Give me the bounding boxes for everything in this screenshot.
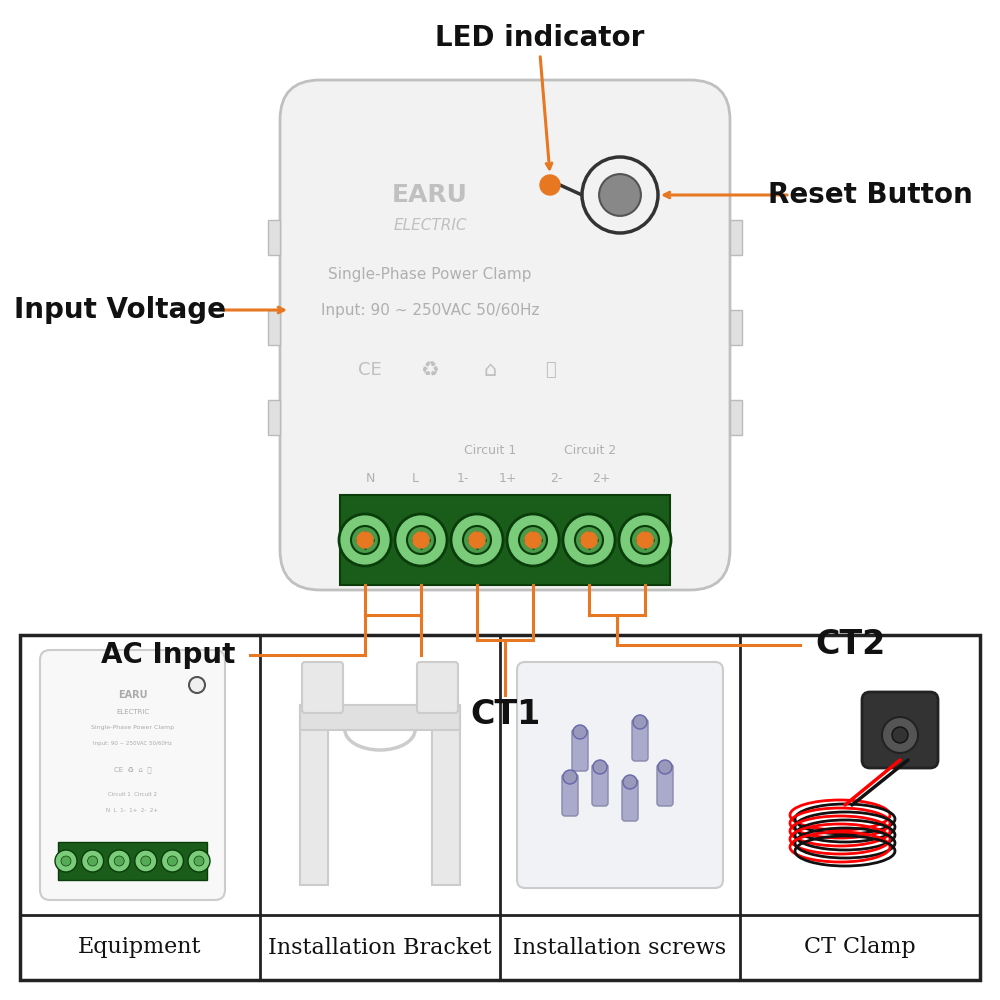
Text: Input Voltage: Input Voltage xyxy=(14,296,226,324)
Text: CT2: CT2 xyxy=(815,629,885,662)
Circle shape xyxy=(599,174,641,216)
FancyBboxPatch shape xyxy=(302,662,343,713)
Text: Installation Bracket: Installation Bracket xyxy=(268,936,492,958)
Circle shape xyxy=(108,850,130,872)
Circle shape xyxy=(395,514,447,566)
Circle shape xyxy=(135,850,157,872)
Text: L: L xyxy=(412,472,418,485)
Circle shape xyxy=(633,715,647,729)
Text: 2+: 2+ xyxy=(592,472,610,485)
Circle shape xyxy=(189,677,205,693)
Text: CE  ♻  ⌂  ⛍: CE ♻ ⌂ ⛍ xyxy=(114,767,151,773)
Bar xyxy=(20,635,980,980)
Circle shape xyxy=(563,770,577,784)
Text: ⛍: ⛍ xyxy=(545,361,555,379)
Bar xyxy=(730,400,742,435)
Circle shape xyxy=(631,526,659,554)
Circle shape xyxy=(61,856,71,866)
Text: Single-Phase Power Clamp: Single-Phase Power Clamp xyxy=(91,726,174,730)
Bar xyxy=(340,495,670,585)
Circle shape xyxy=(563,514,615,566)
Circle shape xyxy=(519,526,547,554)
Text: CT Clamp: CT Clamp xyxy=(804,936,916,958)
Circle shape xyxy=(540,175,560,195)
Circle shape xyxy=(525,532,541,548)
Text: 1+: 1+ xyxy=(499,472,517,485)
FancyBboxPatch shape xyxy=(572,729,588,771)
Text: N: N xyxy=(365,472,375,485)
Circle shape xyxy=(407,526,435,554)
Text: Single-Phase Power Clamp: Single-Phase Power Clamp xyxy=(328,267,532,282)
FancyBboxPatch shape xyxy=(517,662,723,888)
Bar xyxy=(268,310,280,345)
Circle shape xyxy=(339,514,391,566)
FancyBboxPatch shape xyxy=(622,779,638,821)
FancyBboxPatch shape xyxy=(417,662,458,713)
Text: Circuit 2: Circuit 2 xyxy=(564,444,616,456)
Circle shape xyxy=(575,526,603,554)
Circle shape xyxy=(55,850,77,872)
Bar xyxy=(730,310,742,345)
Circle shape xyxy=(507,514,559,566)
Text: ⌂: ⌂ xyxy=(483,360,497,380)
Text: Equipment: Equipment xyxy=(78,936,202,958)
Circle shape xyxy=(892,727,908,743)
Circle shape xyxy=(882,717,918,753)
Text: ELECTRIC: ELECTRIC xyxy=(116,709,149,715)
FancyBboxPatch shape xyxy=(657,764,673,806)
Text: Circuit 1: Circuit 1 xyxy=(464,444,516,456)
Text: CE: CE xyxy=(358,361,382,379)
Text: EARU: EARU xyxy=(392,183,468,207)
Text: 2-: 2- xyxy=(550,472,562,485)
Text: LED indicator: LED indicator xyxy=(435,24,645,52)
Bar xyxy=(300,705,460,730)
Circle shape xyxy=(194,856,204,866)
Circle shape xyxy=(167,856,177,866)
Circle shape xyxy=(88,856,98,866)
Bar xyxy=(58,842,207,880)
Bar xyxy=(268,220,280,255)
Text: ♻: ♻ xyxy=(421,360,439,380)
Circle shape xyxy=(114,856,124,866)
Text: Circuit 1  Circuit 2: Circuit 1 Circuit 2 xyxy=(108,792,157,798)
Circle shape xyxy=(161,850,183,872)
FancyBboxPatch shape xyxy=(562,774,578,816)
Text: AC Input: AC Input xyxy=(101,641,235,669)
Bar xyxy=(432,705,460,885)
Text: Installation screws: Installation screws xyxy=(513,936,727,958)
Bar xyxy=(730,220,742,255)
Circle shape xyxy=(463,526,491,554)
Circle shape xyxy=(658,760,672,774)
Text: EARU: EARU xyxy=(118,690,147,700)
Circle shape xyxy=(582,157,658,233)
Circle shape xyxy=(82,850,104,872)
Text: Input: 90 ~ 250VAC 50/60Hz: Input: 90 ~ 250VAC 50/60Hz xyxy=(93,742,172,746)
Circle shape xyxy=(188,850,210,872)
Text: ELECTRIC: ELECTRIC xyxy=(393,218,467,232)
Circle shape xyxy=(623,775,637,789)
Text: Reset Button: Reset Button xyxy=(768,181,972,209)
FancyBboxPatch shape xyxy=(862,692,938,768)
Circle shape xyxy=(619,514,671,566)
FancyBboxPatch shape xyxy=(40,650,225,900)
Text: 1-: 1- xyxy=(457,472,469,485)
FancyBboxPatch shape xyxy=(632,719,648,761)
Text: CT1: CT1 xyxy=(470,698,540,732)
Circle shape xyxy=(573,725,587,739)
Circle shape xyxy=(141,856,151,866)
Circle shape xyxy=(637,532,653,548)
FancyBboxPatch shape xyxy=(280,80,730,590)
Text: Input: 90 ~ 250VAC 50/60Hz: Input: 90 ~ 250VAC 50/60Hz xyxy=(321,302,539,318)
FancyBboxPatch shape xyxy=(592,764,608,806)
Circle shape xyxy=(357,532,373,548)
Text: N  L  1-  1+  2-  2+: N L 1- 1+ 2- 2+ xyxy=(106,808,159,812)
Circle shape xyxy=(469,532,485,548)
Circle shape xyxy=(351,526,379,554)
Circle shape xyxy=(581,532,597,548)
Circle shape xyxy=(451,514,503,566)
Bar xyxy=(300,705,328,885)
Bar xyxy=(268,400,280,435)
Circle shape xyxy=(593,760,607,774)
Circle shape xyxy=(413,532,429,548)
